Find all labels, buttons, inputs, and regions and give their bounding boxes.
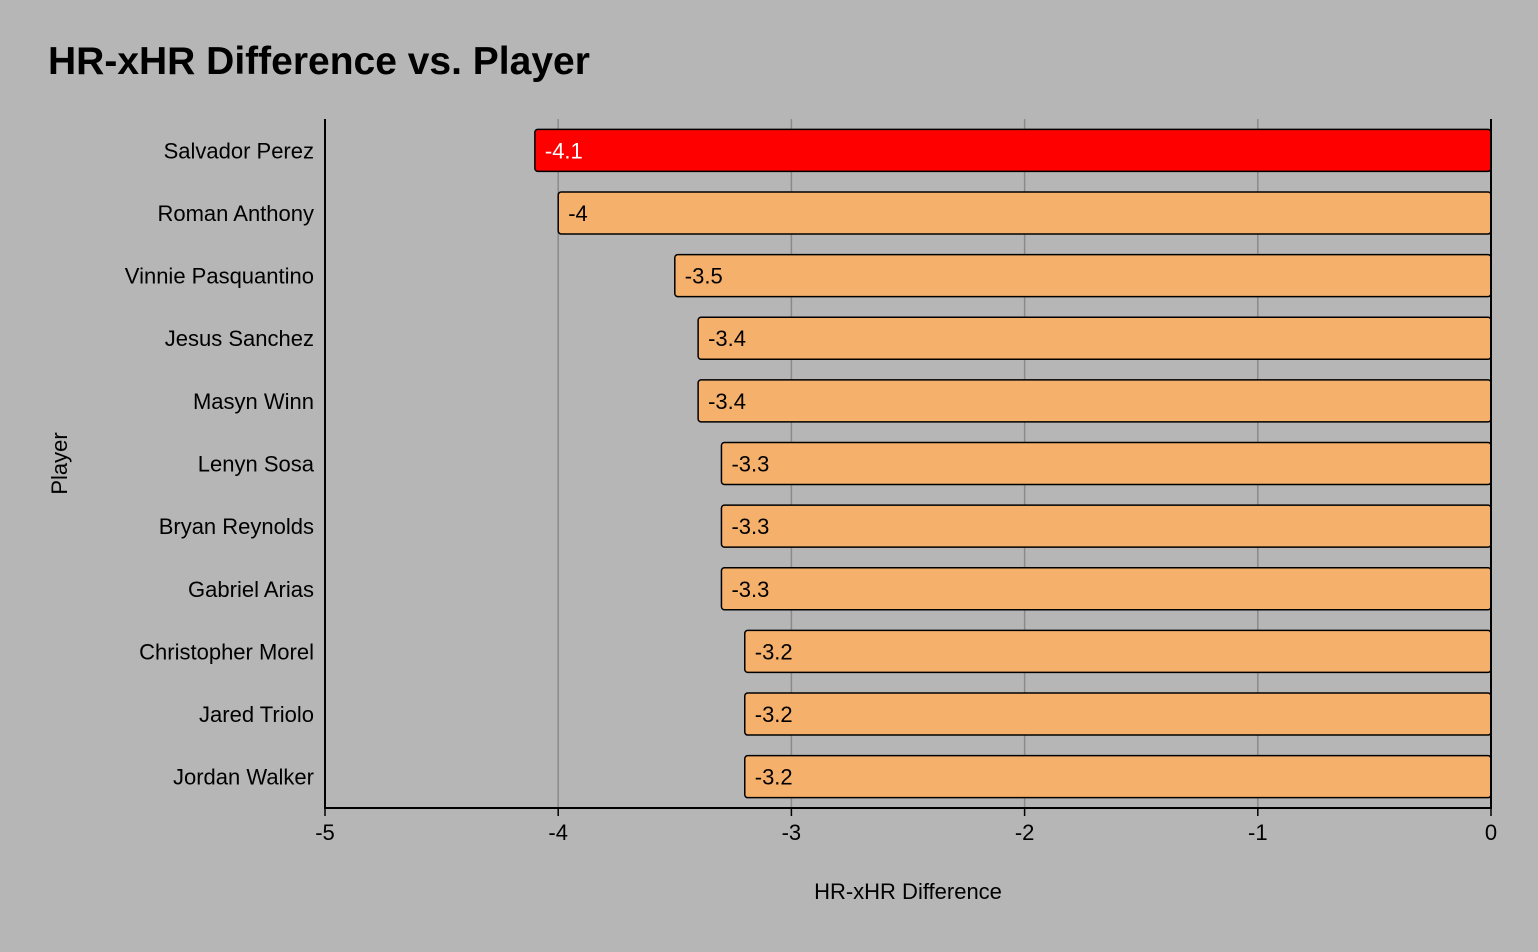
y-tick-label: Roman Anthony [157, 201, 314, 226]
x-tick-label: -1 [1248, 820, 1268, 845]
y-tick-label: Masyn Winn [193, 389, 314, 414]
y-tick-label: Bryan Reynolds [159, 514, 314, 539]
bar [720, 441, 1492, 486]
x-tick-label: -3 [782, 820, 802, 845]
data-label: -3.5 [685, 264, 723, 289]
bar [720, 567, 1492, 611]
x-tick-label: -5 [315, 820, 335, 845]
y-tick-label: Lenyn Sosa [198, 452, 315, 477]
data-label: -3.2 [755, 702, 793, 727]
x-tick-label: 0 [1485, 820, 1497, 845]
bar [720, 504, 1492, 548]
y-tick-label: Jordan Walker [173, 765, 314, 790]
data-label: -4 [568, 201, 588, 226]
bar [744, 754, 1492, 799]
x-tick-label: -4 [548, 820, 568, 845]
y-tick-label: Jesus Sanchez [165, 326, 314, 351]
bar [557, 191, 1492, 235]
bar [697, 316, 1492, 360]
data-label: -3.3 [731, 577, 769, 602]
bar [674, 253, 1492, 298]
bar [534, 128, 1492, 173]
data-label: -4.1 [545, 138, 583, 163]
data-label: -3.2 [755, 639, 793, 664]
bar [697, 379, 1492, 423]
bar [744, 629, 1492, 674]
data-label: -3.3 [731, 514, 769, 539]
y-tick-label: Salvador Perez [164, 138, 314, 163]
x-tick-label: -2 [1015, 820, 1035, 845]
y-tick-label: Gabriel Arias [188, 577, 314, 602]
y-axis-title: Player [47, 432, 72, 494]
y-tick-label: Jared Triolo [199, 702, 314, 727]
data-label: -3.4 [708, 326, 746, 351]
bar [744, 692, 1492, 736]
y-tick-label: Vinnie Pasquantino [125, 264, 314, 289]
data-label: -3.4 [708, 389, 746, 414]
data-label: -3.3 [731, 452, 769, 477]
data-label: -3.2 [755, 765, 793, 790]
chart-title: HR-xHR Difference vs. Player [48, 40, 590, 83]
y-tick-label: Christopher Morel [139, 639, 314, 664]
x-axis-title: HR-xHR Difference [814, 879, 1002, 904]
